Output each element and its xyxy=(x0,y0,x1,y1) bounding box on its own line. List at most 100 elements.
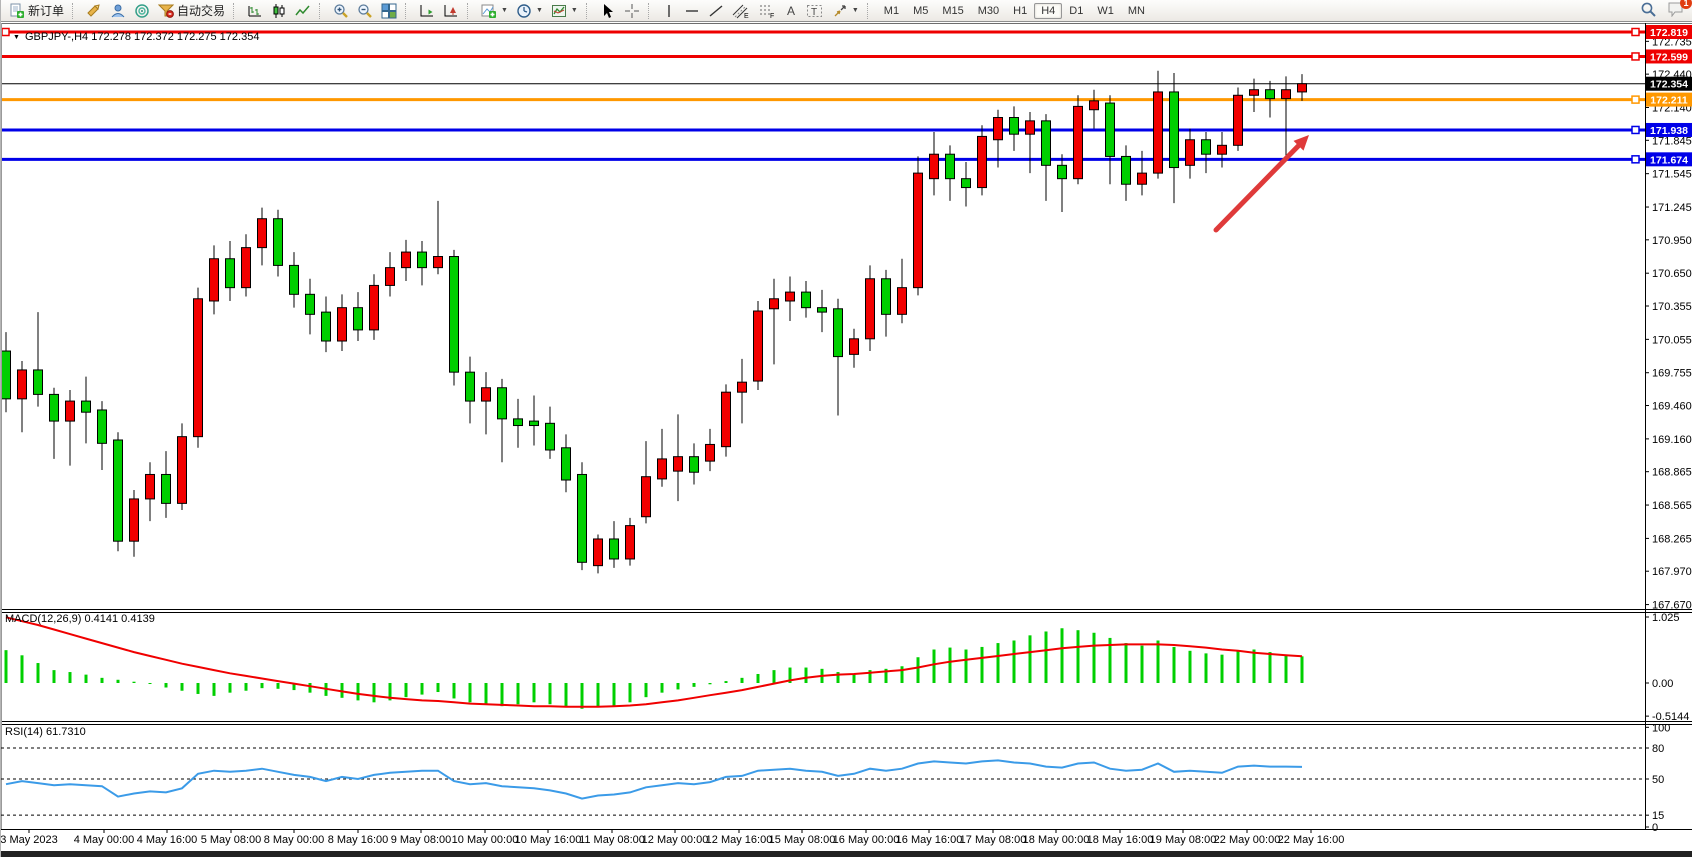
signal-icon-button[interactable] xyxy=(130,1,154,20)
periods-icon xyxy=(516,3,532,19)
candle xyxy=(497,387,507,420)
tab-timeframe-mn[interactable]: MN xyxy=(1121,3,1152,19)
tab-timeframe-h1[interactable]: H1 xyxy=(1006,3,1034,19)
candle xyxy=(1233,94,1243,146)
zoom-in-button[interactable] xyxy=(329,1,353,20)
macd-signal-line xyxy=(5,616,1303,708)
candle xyxy=(865,278,875,340)
svg-text:12 May 16:00: 12 May 16:00 xyxy=(706,834,773,846)
svg-text:80: 80 xyxy=(1652,743,1664,755)
time-axis[interactable]: 3 May 2023 4 May 00:00 4 May 16:00 5 May 08… xyxy=(1,829,1344,846)
autotrading-button[interactable]: 自动交易 xyxy=(154,1,229,20)
candle xyxy=(321,311,331,342)
candle xyxy=(1169,91,1179,169)
chart-shift-icon xyxy=(443,3,459,19)
line-chart-icon xyxy=(295,3,311,19)
horn-button[interactable] xyxy=(82,1,106,20)
trend-line-button[interactable] xyxy=(704,1,728,20)
vertical-line-button[interactable] xyxy=(658,1,680,20)
text-label-button[interactable]: T xyxy=(802,1,828,20)
templates-button[interactable]: ▼ xyxy=(547,1,582,20)
svg-text:172.819: 172.819 xyxy=(1650,27,1688,39)
candle xyxy=(1201,139,1211,155)
line-anchor-icon[interactable] xyxy=(1631,95,1640,104)
svg-text:170.055: 170.055 xyxy=(1652,334,1692,346)
candle xyxy=(1137,172,1147,185)
toolbar: 新订单 自动交易 ▼ ▼ ▼ E F xyxy=(1,0,1692,22)
svg-text:171.674: 171.674 xyxy=(1650,154,1688,166)
svg-text:4 May 00:00: 4 May 00:00 xyxy=(74,834,135,846)
indicators-button[interactable]: ▼ xyxy=(477,1,512,20)
candle xyxy=(273,218,283,266)
chart-title-caret-icon[interactable]: ▼ xyxy=(13,34,20,41)
tab-timeframe-m5[interactable]: M5 xyxy=(906,3,935,19)
svg-text:1.025: 1.025 xyxy=(1652,612,1680,624)
chat-button[interactable]: 1 xyxy=(1667,0,1692,20)
svg-text:18 May 16:00: 18 May 16:00 xyxy=(1087,834,1154,846)
line-anchor-icon[interactable] xyxy=(1631,155,1640,164)
new-order-button[interactable]: 新订单 xyxy=(5,1,68,20)
svg-text:172.599: 172.599 xyxy=(1650,51,1688,63)
arrows-button[interactable]: ▼ xyxy=(828,1,863,20)
zoom-out-button[interactable] xyxy=(353,1,377,20)
candle xyxy=(465,371,475,402)
auto-scroll-button[interactable] xyxy=(415,1,439,20)
candle xyxy=(17,369,27,400)
svg-text:A: A xyxy=(787,4,795,18)
line-anchor-icon[interactable] xyxy=(1631,27,1640,37)
candle xyxy=(657,458,667,480)
candle xyxy=(529,420,539,427)
candle xyxy=(113,439,123,542)
svg-text:10 May 16:00: 10 May 16:00 xyxy=(515,834,582,846)
candle xyxy=(1217,144,1227,155)
line-anchor-icon[interactable] xyxy=(1,27,10,37)
bar-chart-button[interactable] xyxy=(243,1,267,20)
tab-timeframe-m1[interactable]: M1 xyxy=(877,3,906,19)
svg-text:0.00: 0.00 xyxy=(1652,678,1673,690)
fibonacci-button[interactable]: F xyxy=(754,1,780,20)
text-label-icon: T xyxy=(806,3,824,19)
tab-timeframe-h4[interactable]: H4 xyxy=(1034,2,1063,19)
svg-text:19 May 08:00: 19 May 08:00 xyxy=(1150,834,1217,846)
svg-text:0: 0 xyxy=(1652,822,1658,834)
candle xyxy=(33,369,43,395)
candle xyxy=(1009,117,1019,135)
cursor-button[interactable] xyxy=(596,1,620,20)
tab-timeframe-m30[interactable]: M30 xyxy=(971,3,1006,19)
candle xyxy=(593,538,603,567)
candle xyxy=(881,278,891,315)
tab-timeframe-w1[interactable]: W1 xyxy=(1090,3,1121,19)
text-button[interactable]: A xyxy=(780,1,802,20)
equidistant-channel-button[interactable]: E xyxy=(728,1,754,20)
svg-text:8 May 00:00: 8 May 00:00 xyxy=(264,834,325,846)
periods-button[interactable]: ▼ xyxy=(512,1,547,20)
tile-windows-button[interactable] xyxy=(377,1,401,20)
candle-chart-button[interactable] xyxy=(267,1,291,20)
candle xyxy=(705,443,715,462)
line-anchor-icon[interactable] xyxy=(1631,125,1640,135)
candle xyxy=(241,247,251,289)
search-icon[interactable] xyxy=(1640,1,1657,21)
horizontal-line-button[interactable] xyxy=(680,1,704,20)
svg-text:T: T xyxy=(811,7,817,18)
candle xyxy=(225,258,235,289)
toolbar-separator xyxy=(405,2,412,19)
tab-timeframe-d1[interactable]: D1 xyxy=(1062,3,1090,19)
indicators-icon xyxy=(481,3,497,19)
candle xyxy=(369,284,379,331)
candle xyxy=(161,473,171,504)
timeframe-group: M1 M5 M15 M30 H1 H4 D1 W1 MN xyxy=(877,2,1152,19)
svg-text:15 May 08:00: 15 May 08:00 xyxy=(769,834,836,846)
candle xyxy=(129,498,139,542)
candle xyxy=(193,298,203,438)
svg-text:169.460: 169.460 xyxy=(1652,401,1692,413)
line-anchor-icon[interactable] xyxy=(1631,52,1640,61)
profiles-button[interactable] xyxy=(106,1,130,20)
crosshair-button[interactable] xyxy=(620,1,644,20)
tab-timeframe-m15[interactable]: M15 xyxy=(935,3,970,19)
candle xyxy=(353,307,363,331)
line-chart-button[interactable] xyxy=(291,1,315,20)
chart-shift-button[interactable] xyxy=(439,1,463,20)
annotation-arrow[interactable] xyxy=(1213,135,1309,233)
